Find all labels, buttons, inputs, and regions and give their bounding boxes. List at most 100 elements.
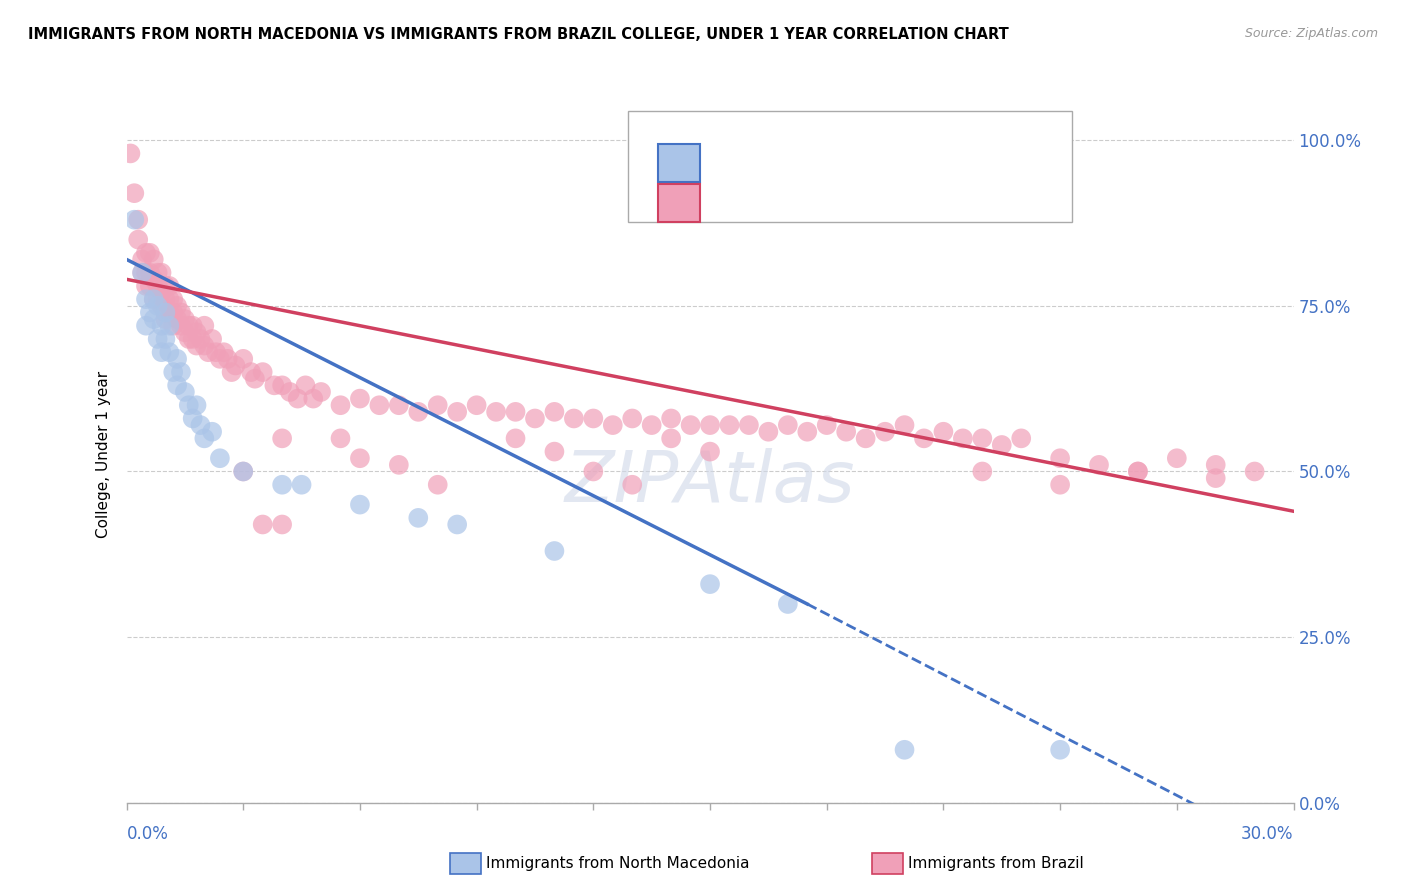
Point xyxy=(212,345,235,359)
Point xyxy=(641,418,664,433)
Point xyxy=(224,359,246,373)
Point xyxy=(193,431,215,445)
Point xyxy=(562,411,585,425)
Point xyxy=(1126,465,1149,479)
Text: R =  -0.426   N =  121: R = -0.426 N = 121 xyxy=(717,175,901,194)
Point xyxy=(166,299,188,313)
Point xyxy=(621,411,644,425)
Bar xyxy=(658,184,700,222)
Point xyxy=(388,458,411,472)
Point xyxy=(815,418,838,433)
Point xyxy=(232,465,254,479)
Point xyxy=(446,405,468,419)
Point xyxy=(150,318,173,333)
Point xyxy=(131,266,153,280)
Point xyxy=(271,431,294,445)
Point xyxy=(186,398,208,412)
Point xyxy=(523,411,546,425)
Point xyxy=(150,285,173,300)
Point xyxy=(240,365,263,379)
Point xyxy=(170,318,193,333)
Point xyxy=(252,365,274,379)
Point xyxy=(193,318,215,333)
Point xyxy=(155,312,177,326)
Point xyxy=(602,418,624,433)
Point xyxy=(124,186,146,201)
Point xyxy=(290,477,312,491)
Point xyxy=(776,418,799,433)
Point xyxy=(271,477,294,491)
Point xyxy=(426,477,449,491)
Point xyxy=(1049,477,1071,491)
Point xyxy=(170,305,193,319)
Point xyxy=(131,266,153,280)
Point xyxy=(505,431,527,445)
Point xyxy=(162,292,184,306)
Point xyxy=(166,378,188,392)
Point xyxy=(1010,431,1032,445)
Point xyxy=(329,431,352,445)
Point xyxy=(855,431,877,445)
Point xyxy=(1049,451,1071,466)
Point xyxy=(699,444,721,458)
Point xyxy=(349,451,371,466)
Point xyxy=(972,431,994,445)
Point xyxy=(124,212,146,227)
Point xyxy=(972,465,994,479)
Point xyxy=(1205,458,1227,472)
Point xyxy=(835,425,858,439)
Point xyxy=(388,398,411,412)
Point xyxy=(1166,451,1188,466)
Point xyxy=(208,451,231,466)
Point xyxy=(142,272,165,286)
Point xyxy=(135,279,157,293)
Point xyxy=(131,252,153,267)
Point xyxy=(1205,471,1227,485)
Point xyxy=(135,318,157,333)
Point xyxy=(146,279,169,293)
Point xyxy=(193,338,215,352)
Point xyxy=(294,378,316,392)
Point xyxy=(150,266,173,280)
Point xyxy=(302,392,325,406)
Text: 0.0%: 0.0% xyxy=(127,825,169,843)
Point xyxy=(177,398,200,412)
Y-axis label: College, Under 1 year: College, Under 1 year xyxy=(96,371,111,539)
Point xyxy=(582,411,605,425)
Point xyxy=(181,318,204,333)
Point xyxy=(201,332,224,346)
Text: ZIPAtlas: ZIPAtlas xyxy=(565,449,855,517)
Point xyxy=(208,351,231,366)
Point xyxy=(135,266,157,280)
Point xyxy=(177,318,200,333)
Point xyxy=(139,266,162,280)
Point xyxy=(796,425,818,439)
Point xyxy=(738,418,761,433)
Point xyxy=(197,345,219,359)
Point xyxy=(127,233,149,247)
Point xyxy=(875,425,897,439)
Point xyxy=(177,332,200,346)
Point xyxy=(157,279,180,293)
Point xyxy=(278,384,301,399)
Point xyxy=(1049,743,1071,757)
Point xyxy=(181,411,204,425)
Point xyxy=(181,332,204,346)
Point xyxy=(621,477,644,491)
Point xyxy=(699,418,721,433)
Point xyxy=(146,292,169,306)
Point xyxy=(679,418,702,433)
Point xyxy=(446,517,468,532)
Point xyxy=(221,365,243,379)
Point xyxy=(142,292,165,306)
Point xyxy=(155,332,177,346)
Point xyxy=(174,384,197,399)
Point xyxy=(190,418,212,433)
Point xyxy=(952,431,974,445)
Point xyxy=(699,577,721,591)
Point xyxy=(162,318,184,333)
Point xyxy=(162,305,184,319)
Point xyxy=(166,351,188,366)
Point xyxy=(582,465,605,479)
Point xyxy=(142,312,165,326)
